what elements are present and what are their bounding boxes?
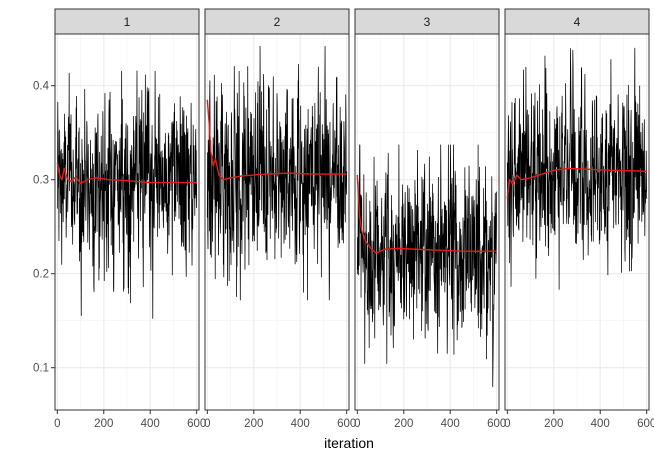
x-tick-label: 400 bbox=[141, 418, 160, 430]
y-axis: 0.1 0.2 0.3 0.4 bbox=[33, 81, 55, 375]
panel-border bbox=[54, 33, 200, 411]
facet-strip-label: 1 bbox=[124, 15, 131, 29]
sample-trace-line bbox=[506, 47, 648, 290]
x-tick-label: 600 bbox=[487, 418, 506, 430]
facet-panel-3: 3 0 200 400 600 bbox=[354, 8, 506, 430]
facet-strip bbox=[54, 8, 200, 35]
panel-border bbox=[204, 33, 350, 411]
running-mean-line bbox=[356, 174, 497, 254]
x-tick-label: 200 bbox=[394, 418, 413, 430]
x-tick-label: 200 bbox=[544, 418, 563, 430]
x-tick-label: 200 bbox=[94, 418, 113, 430]
running-mean-line bbox=[506, 167, 647, 199]
y-tick-label: 0.3 bbox=[33, 175, 49, 187]
panel-border bbox=[354, 33, 500, 411]
facet-panels: 1 0 200 400 600 2 0 200 400 600 3 0 200 400 600 4 0 200 40… bbox=[54, 8, 654, 430]
facet-strip-label: 2 bbox=[274, 15, 281, 29]
panel-border bbox=[504, 33, 650, 411]
x-tick-label: 600 bbox=[637, 418, 654, 430]
facet-panel-2: 2 0 200 400 600 bbox=[204, 8, 356, 430]
facet-strip-label: 4 bbox=[574, 15, 581, 29]
x-tick-label: 400 bbox=[291, 418, 310, 430]
facet-strip-label: 3 bbox=[424, 15, 431, 29]
x-tick-label: 400 bbox=[591, 418, 610, 430]
sample-trace-line bbox=[206, 45, 348, 301]
x-tick-label: 600 bbox=[337, 418, 356, 430]
x-tick-label: 200 bbox=[244, 418, 263, 430]
sample-trace-line bbox=[356, 144, 498, 388]
x-tick-label: 0 bbox=[54, 418, 60, 430]
y-tick-label: 0.1 bbox=[33, 363, 49, 375]
x-tick-label: 0 bbox=[504, 418, 510, 430]
facet-strip bbox=[204, 8, 350, 35]
sample-trace-line bbox=[56, 70, 198, 319]
x-tick-label: 600 bbox=[187, 418, 206, 430]
x-tick-label: 0 bbox=[204, 418, 210, 430]
x-tick-label: 0 bbox=[354, 418, 360, 430]
y-tick-label: 0.4 bbox=[33, 81, 50, 93]
facet-strip bbox=[354, 8, 500, 35]
x-axis-title: iteration bbox=[324, 435, 374, 451]
running-mean-line bbox=[206, 99, 347, 181]
facet-panel-1: 1 0 200 400 600 bbox=[54, 8, 206, 430]
y-tick-label: 0.2 bbox=[33, 269, 49, 281]
running-mean-line bbox=[56, 162, 197, 185]
x-tick-label: 400 bbox=[441, 418, 460, 430]
facet-panel-4: 4 0 200 400 600 bbox=[504, 8, 654, 430]
